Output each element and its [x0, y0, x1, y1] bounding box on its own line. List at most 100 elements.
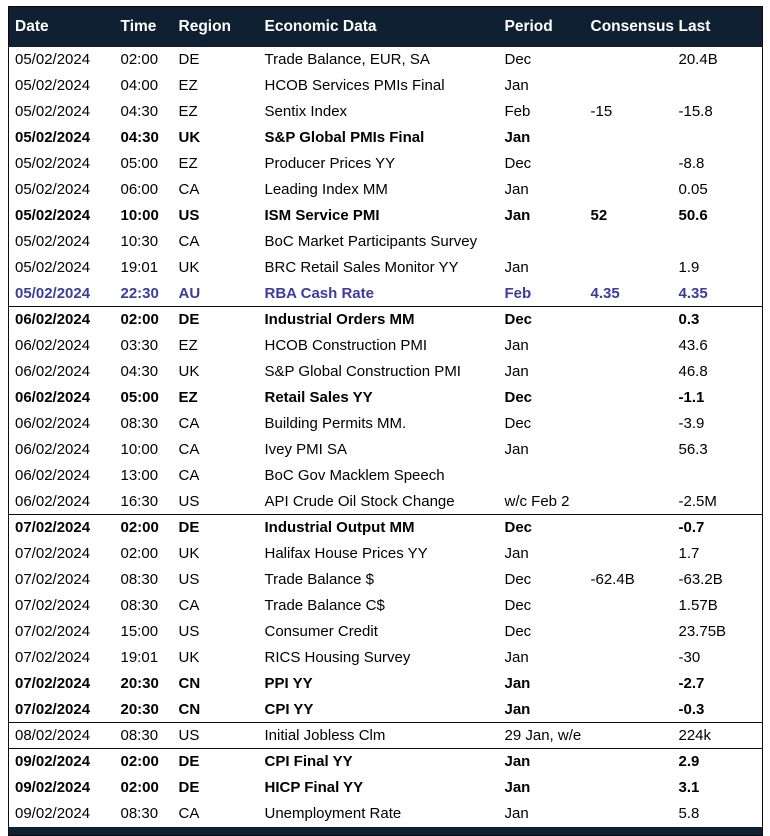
cell-event: Trade Balance C$: [264, 597, 385, 614]
cell-last: 20.4B: [678, 51, 718, 68]
cell-last: [673, 229, 763, 255]
table-row: 06/02/2024 04:30 UK S&P Global Construction…: [9, 359, 763, 385]
column-header-period: Period: [498, 6, 585, 47]
cell-last: 46.8: [678, 363, 708, 380]
column-header-region: Region: [172, 6, 259, 47]
cell-date: 05/02/2024: [15, 77, 91, 94]
cell-period: Jan: [504, 337, 529, 354]
cell-time: 04:30: [120, 129, 159, 146]
cell-consensus: [585, 593, 673, 619]
cell-date: 06/02/2024: [15, 492, 91, 510]
cell-consensus: [585, 619, 673, 645]
table-row: 05/02/2024 19:01 UK BRC Retail Sales Monito…: [9, 255, 763, 281]
cell-date: 06/02/2024: [15, 415, 91, 432]
cell-region: DE: [172, 306, 259, 333]
cell-region: CA: [178, 597, 200, 614]
table-row: 07/02/2024 08:30 US Trade Balance $ Dec -62.4…: [9, 567, 763, 593]
table-row: 07/02/2024 19:01 UK RICS Housing Survey Jan -…: [9, 645, 763, 671]
cell-date: 05/02/2024: [15, 51, 91, 68]
cell-consensus: [585, 801, 673, 827]
cell-event: Leading Index MM: [264, 181, 388, 198]
cell-period: Jan: [504, 779, 531, 796]
cell-event: BoC Gov Macklem Speech: [264, 467, 445, 484]
cell-event: Retail Sales YY: [264, 389, 373, 406]
table-row: 07/02/2024 20:30 CN CPI YY Jan -0.3: [9, 697, 763, 723]
cell-region: EZ: [178, 77, 198, 94]
cell-last: -3.9: [678, 415, 705, 432]
table-row: 06/02/2024 05:00 EZ Retail Sales YY Dec -1.1: [9, 385, 763, 411]
cell-consensus: [585, 229, 673, 255]
table-row: 05/02/2024 22:30 AU RBA Cash Rate Feb 4.35 4.3…: [9, 281, 763, 307]
cell-region: CA: [178, 467, 200, 484]
cell-consensus: [585, 47, 673, 73]
cell-period: Feb: [504, 284, 532, 302]
cell-last: 23.75B: [678, 623, 727, 640]
cell-period: Dec: [504, 51, 532, 68]
cell-date: 08/02/2024: [8, 722, 115, 749]
cell-date: 06/02/2024: [15, 467, 91, 484]
cell-period: Dec: [504, 415, 532, 432]
table-row: 05/02/2024 06:00 CA Leading Index MM Jan 0.05: [9, 177, 763, 203]
cell-period: Jan: [504, 649, 529, 666]
cell-time: 08:30: [114, 722, 173, 749]
cell-region: UK: [178, 649, 200, 666]
table-row: 07/02/2024 08:30 CA Trade Balance C$ Dec 1.57…: [9, 593, 763, 619]
cell-region: CA: [178, 181, 200, 198]
cell-time: 08:30: [120, 571, 159, 588]
cell-time: 08:30: [120, 415, 159, 432]
cell-date: 07/02/2024: [8, 514, 115, 541]
cell-region: US: [178, 571, 200, 588]
cell-date: 07/02/2024: [15, 675, 91, 692]
table-body: 05/02/2024 02:00 DE Trade Balance, EUR, SA D…: [8, 47, 763, 827]
cell-region: UK: [178, 129, 201, 146]
cell-date: 09/02/2024: [8, 748, 115, 775]
cell-region: CN: [178, 675, 201, 692]
table-footer-bar: [8, 826, 763, 835]
table-row: 05/02/2024 04:30 UK S&P Global PMIs Final Ja…: [9, 125, 763, 151]
cell-consensus: [584, 306, 673, 333]
column-header-date: Date: [8, 6, 115, 47]
cell-consensus: [585, 697, 673, 723]
cell-time: 08:30: [120, 597, 159, 614]
cell-last: 0.05: [678, 181, 708, 198]
cell-region: CN: [178, 700, 201, 718]
cell-date: 07/02/2024: [15, 649, 91, 666]
cell-consensus: [585, 775, 673, 801]
table-footer-row: [8, 826, 763, 835]
cell-event: CPI Final YY: [258, 748, 499, 775]
table-row: 07/02/2024 20:30 CN PPI YY Jan -2.7: [9, 671, 763, 697]
cell-time: 08:30: [120, 805, 159, 822]
cell-time: 02:00: [114, 514, 173, 541]
cell-region: EZ: [178, 155, 198, 172]
cell-consensus: [585, 73, 673, 99]
cell-consensus: [585, 255, 673, 281]
cell-region: CA: [178, 233, 200, 250]
cell-event: HCOB Services PMIs Final: [264, 77, 445, 94]
cell-period: [499, 463, 585, 489]
cell-period: Jan: [504, 363, 529, 380]
cell-last: 2.9: [672, 748, 763, 775]
cell-last: 1.9: [678, 259, 700, 276]
cell-consensus: [585, 437, 673, 463]
cell-last: 1.7: [678, 545, 700, 562]
cell-last: -15.8: [678, 103, 713, 120]
cell-time: 04:30: [120, 363, 159, 380]
cell-time: 22:30: [120, 284, 159, 302]
cell-event: Building Permits MM.: [264, 415, 407, 432]
cell-period: Jan: [504, 545, 529, 562]
cell-date: 05/02/2024: [15, 155, 91, 172]
cell-period: w/c Feb 2: [504, 492, 570, 510]
cell-region: EZ: [178, 103, 198, 120]
cell-time: 20:30: [120, 675, 159, 692]
cell-consensus: [584, 722, 673, 749]
cell-event: S&P Global PMIs Final: [264, 129, 425, 146]
table-header: Date Time Region Economic Data Period Co…: [8, 6, 763, 47]
cell-time: 13:00: [120, 467, 159, 484]
cell-time: 02:00: [114, 748, 173, 775]
cell-event: CPI YY: [264, 700, 314, 718]
cell-date: 05/02/2024: [15, 233, 91, 250]
cell-period: Jan: [504, 700, 531, 718]
cell-consensus: [585, 151, 673, 177]
cell-event: Trade Balance $: [264, 571, 375, 588]
